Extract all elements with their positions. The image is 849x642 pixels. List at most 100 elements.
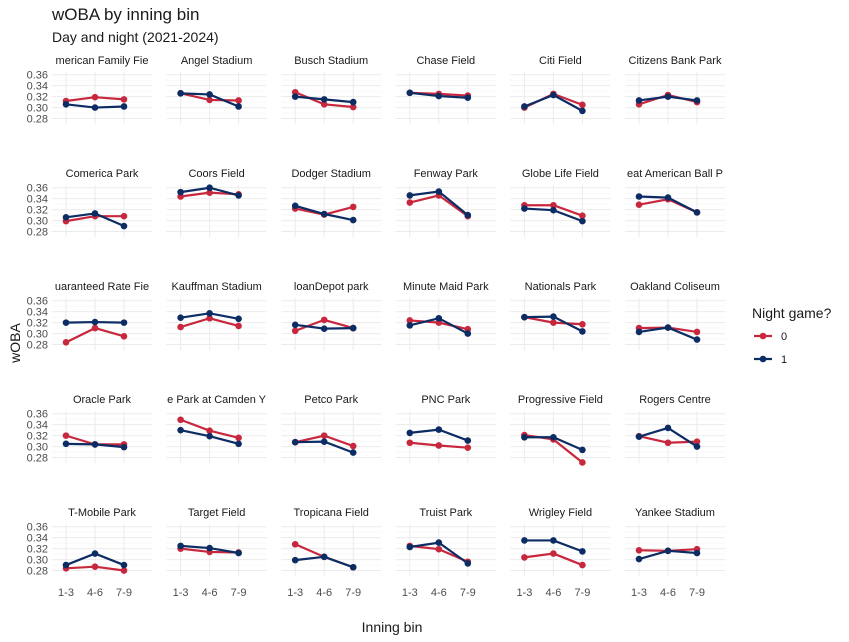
data-point bbox=[635, 555, 643, 563]
facet-strip-label: Tropicana Field bbox=[293, 507, 368, 519]
facet-strip-label: Globe Life Field bbox=[522, 168, 599, 180]
facet-panel: loanDepot park bbox=[281, 281, 382, 350]
facet-strip-label: Nationals Park bbox=[525, 281, 597, 293]
x-axis-title: Inning bin bbox=[362, 619, 423, 635]
data-point bbox=[635, 201, 643, 209]
x-tick-label: 4-6 bbox=[316, 587, 332, 599]
data-point bbox=[406, 322, 414, 329]
facet-strip-label: Petco Park bbox=[304, 394, 358, 406]
data-point bbox=[550, 537, 557, 544]
data-point bbox=[635, 193, 643, 200]
data-point bbox=[235, 440, 242, 448]
data-point bbox=[464, 211, 472, 219]
data-point bbox=[320, 210, 328, 218]
data-point bbox=[664, 324, 672, 331]
data-point bbox=[435, 314, 443, 322]
data-point bbox=[62, 440, 70, 448]
facet-strip-label: eat American Ball P bbox=[627, 168, 723, 180]
y-tick-label: 0.34 bbox=[27, 533, 48, 545]
facet-panel: merican Family Fie 0.280.300.320.340.36 bbox=[27, 55, 152, 126]
data-point bbox=[693, 209, 701, 216]
facet-strip-label: Dodger Stadium bbox=[291, 168, 371, 180]
data-point bbox=[62, 339, 70, 346]
facet-strip-label: T-Mobile Park bbox=[68, 507, 136, 519]
data-point bbox=[177, 542, 184, 550]
y-tick-label: 0.28 bbox=[27, 227, 48, 239]
data-point bbox=[120, 212, 128, 220]
facet-strip-label: loanDepot park bbox=[294, 281, 369, 293]
facet-strip-label: Citizens Bank Park bbox=[629, 55, 722, 67]
data-point bbox=[349, 103, 357, 111]
facet-panel: uaranteed Rate Fie 0.280.300.320.340.36 bbox=[27, 281, 152, 352]
data-point bbox=[320, 100, 328, 108]
y-tick-label: 0.32 bbox=[27, 431, 48, 443]
data-point bbox=[464, 560, 472, 567]
data-point bbox=[120, 222, 128, 230]
x-tick-label: 4-6 bbox=[660, 587, 676, 599]
data-point bbox=[120, 567, 128, 574]
facet-strip-label: Progressive Field bbox=[518, 394, 603, 406]
data-point bbox=[579, 101, 586, 109]
data-point bbox=[349, 203, 357, 211]
facet-panel: Truist Park 1-3 4-6 7-9 bbox=[395, 507, 496, 599]
data-point bbox=[406, 192, 414, 199]
facet-panel: Wrigley Field 1-3 4-6 7-9 bbox=[510, 507, 611, 599]
data-point bbox=[693, 328, 701, 336]
data-point bbox=[579, 548, 586, 555]
facet-panel: Nationals Park bbox=[510, 281, 611, 350]
data-point bbox=[664, 424, 672, 432]
data-point bbox=[550, 550, 557, 557]
facet-strip-label: uaranteed Rate Fie bbox=[55, 281, 149, 293]
data-point bbox=[579, 561, 586, 569]
facet-panel: Target Field 1-3 4-6 7-9 bbox=[166, 507, 267, 599]
data-point bbox=[177, 314, 184, 322]
data-point bbox=[235, 97, 242, 104]
x-tick-label: 1-3 bbox=[402, 587, 418, 599]
data-point bbox=[320, 325, 328, 332]
x-tick-label: 7-9 bbox=[231, 587, 247, 599]
facet-strip-label: Kauffman Stadium bbox=[171, 281, 261, 293]
data-point bbox=[579, 212, 586, 219]
x-tick-label: 7-9 bbox=[689, 587, 705, 599]
data-point bbox=[550, 313, 557, 320]
facet-strip-label: Citi Field bbox=[539, 55, 582, 67]
data-point bbox=[91, 550, 99, 557]
data-point bbox=[464, 94, 472, 102]
data-point bbox=[120, 96, 128, 103]
y-tick-label: 0.32 bbox=[27, 544, 48, 556]
facet-panel: Petco Park bbox=[281, 394, 382, 463]
data-point bbox=[235, 315, 242, 323]
legend-label: 1 bbox=[781, 354, 787, 366]
data-point bbox=[635, 97, 643, 104]
data-point bbox=[635, 546, 643, 554]
facet-panel: Dodger Stadium bbox=[281, 168, 382, 237]
facet-panel: Citizens Bank Park bbox=[625, 55, 725, 124]
facet-panel: Oracle Park 0.280.300.320.340.36 bbox=[27, 394, 152, 465]
data-point bbox=[521, 537, 528, 544]
facet-strip-label: Busch Stadium bbox=[294, 55, 368, 67]
facet-panel: Progressive Field bbox=[510, 394, 611, 466]
y-tick-label: 0.28 bbox=[27, 340, 48, 352]
facet-panel: Tropicana Field 1-3 4-6 7-9 bbox=[281, 507, 382, 599]
facet-strip-label: Angel Stadium bbox=[181, 55, 253, 67]
data-point bbox=[435, 442, 443, 449]
data-point bbox=[579, 328, 586, 335]
y-tick-label: 0.28 bbox=[27, 114, 48, 126]
facet-strip-label: Minute Maid Park bbox=[403, 281, 489, 293]
data-point bbox=[464, 444, 472, 451]
data-point bbox=[177, 90, 184, 97]
data-point bbox=[291, 540, 299, 548]
legend-title: Night game? bbox=[752, 305, 832, 321]
data-point bbox=[521, 554, 528, 561]
y-tick-label: 0.32 bbox=[27, 92, 48, 104]
data-point bbox=[349, 324, 357, 332]
data-point bbox=[291, 556, 299, 564]
data-point bbox=[235, 103, 242, 110]
data-point bbox=[235, 434, 242, 442]
x-tick-label: 7-9 bbox=[460, 587, 476, 599]
facet-panel: Citi Field bbox=[510, 55, 611, 124]
data-point bbox=[435, 545, 443, 553]
data-point bbox=[521, 433, 528, 441]
data-point bbox=[206, 189, 213, 196]
y-tick-label: 0.34 bbox=[27, 194, 48, 206]
